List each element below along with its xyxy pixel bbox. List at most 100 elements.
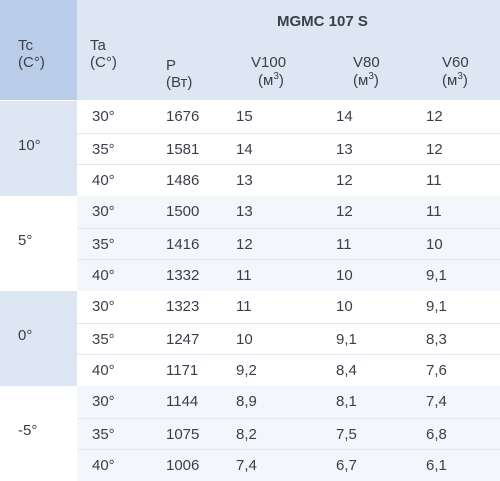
v100-cell: 13 <box>236 172 253 190</box>
tc-value: 10° <box>18 137 41 154</box>
ta-cell: 40° <box>92 362 115 380</box>
v60-cell: 7,4 <box>426 393 447 410</box>
v60-cell: 10 <box>426 235 443 253</box>
tc-value: 5° <box>18 232 33 249</box>
power-cell: 1323 <box>166 298 200 315</box>
p-header-label: P <box>166 57 177 74</box>
tc-cell: 0° <box>0 291 77 386</box>
ta-cell: 30° <box>92 393 115 410</box>
power-cell: 1676 <box>166 108 200 125</box>
tc-cell: 5° <box>0 196 77 291</box>
table-row: 35° 1247 10 9,1 8,3 <box>77 322 500 355</box>
power-cell: 1247 <box>166 330 200 348</box>
v80-cell: 7,5 <box>336 425 357 443</box>
tc-header-unit: (C°) <box>18 54 45 71</box>
v100-cell: 9,2 <box>236 362 257 380</box>
power-cell: 1332 <box>166 267 200 285</box>
v60-cell: 12 <box>426 140 443 158</box>
table-row: 30° 1500 13 12 11 <box>77 196 500 227</box>
table-row: 30° 1323 11 10 9,1 <box>77 291 500 322</box>
v80-cell: 8,1 <box>336 393 357 410</box>
tc-value: -5° <box>18 422 38 439</box>
v100-cell: 8,9 <box>236 393 257 410</box>
ta-cell: 35° <box>92 140 115 158</box>
v80-cell: 8,4 <box>336 362 357 380</box>
power-cell: 1075 <box>166 425 200 443</box>
v100-cell: 13 <box>236 203 253 220</box>
v80-cell: 11 <box>336 235 352 253</box>
p-header-unit: (Вт) <box>166 74 193 91</box>
tc-group: 0° 30° 1323 11 10 9,1 35° 1247 10 9,1 8,3 40° 1171 9,… <box>0 291 500 386</box>
table-row: 40° 1332 11 10 9,1 <box>77 259 500 291</box>
v80-cell: 13 <box>336 140 353 158</box>
v80-header-label: V80 <box>353 54 380 71</box>
power-cell: 1500 <box>166 203 200 220</box>
v100-cell: 10 <box>236 330 253 348</box>
ta-cell: 40° <box>92 172 115 190</box>
tc-value: 0° <box>18 327 33 344</box>
v100-cell: 7,4 <box>236 457 257 475</box>
tc-cell: 10° <box>0 101 77 196</box>
ta-cell: 40° <box>92 457 115 475</box>
table-row: 30° 1144 8,9 8,1 7,4 <box>77 386 500 417</box>
v80-cell: 12 <box>336 203 353 220</box>
v80-cell: 9,1 <box>336 330 357 348</box>
ta-cell: 30° <box>92 203 115 220</box>
v60-cell: 9,1 <box>426 298 447 315</box>
v100-header-label: V100 <box>251 54 287 71</box>
v100-cell: 12 <box>236 235 253 253</box>
v80-cell: 14 <box>336 108 353 125</box>
table-header: Ta (C°) MGMC 107 S P (Вт) V100 (м3) V80 … <box>77 0 500 100</box>
v60-header-label: V60 <box>442 54 469 71</box>
v80-cell: 10 <box>336 267 353 285</box>
tc-header-cell: Tc (C°) <box>0 0 77 100</box>
v80-header-unit: (м3) <box>353 71 379 90</box>
table-row: 40° 1006 7,4 6,7 6,1 <box>77 449 500 481</box>
power-cell: 1486 <box>166 172 200 190</box>
v80-cell: 6,7 <box>336 457 357 475</box>
v60-cell: 6,1 <box>426 457 447 475</box>
v100-header-unit: (м3) <box>258 71 284 90</box>
tc-cell: -5° <box>0 386 77 481</box>
power-cell: 1144 <box>166 393 199 410</box>
power-cell: 1171 <box>166 362 199 380</box>
tc-group: 10° 30° 1676 15 14 12 35° 1581 14 13 12 40° 1486 13 12… <box>0 101 500 196</box>
v80-cell: 10 <box>336 298 353 315</box>
ta-header-unit: (C°) <box>90 54 117 71</box>
ta-cell: 30° <box>92 108 115 125</box>
v60-cell: 9,1 <box>426 267 447 285</box>
tc-group: -5° 30° 1144 8,9 8,1 7,4 35° 1075 8,2 7,5 6,8 40° 10… <box>0 386 500 481</box>
v60-cell: 11 <box>426 203 442 220</box>
ta-header-label: Ta <box>90 37 106 54</box>
ta-cell: 35° <box>92 330 115 348</box>
power-cell: 1006 <box>166 457 200 475</box>
v60-cell: 7,6 <box>426 362 447 380</box>
ta-cell: 40° <box>92 267 115 285</box>
table-row: 30° 1676 15 14 12 <box>77 101 500 132</box>
v60-header-unit: (м3) <box>442 71 468 90</box>
v60-cell: 12 <box>426 108 443 125</box>
v100-cell: 11 <box>236 298 252 315</box>
v100-cell: 11 <box>236 267 252 285</box>
ta-cell: 35° <box>92 235 115 253</box>
v100-cell: 14 <box>236 140 253 158</box>
table-row: 35° 1581 14 13 12 <box>77 132 500 165</box>
v80-cell: 12 <box>336 172 353 190</box>
v60-cell: 8,3 <box>426 330 447 348</box>
power-cell: 1581 <box>166 140 200 158</box>
model-title: MGMC 107 S <box>277 13 368 30</box>
table-row: 40° 1171 9,2 8,4 7,6 <box>77 354 500 386</box>
table-row: 35° 1075 8,2 7,5 6,8 <box>77 417 500 450</box>
v100-cell: 15 <box>236 108 253 125</box>
v60-cell: 6,8 <box>426 425 447 443</box>
power-cell: 1416 <box>166 235 200 253</box>
table-row: 40° 1486 13 12 11 <box>77 164 500 196</box>
table-row: 35° 1416 12 11 10 <box>77 227 500 260</box>
tc-header-label: Tc <box>18 37 33 54</box>
v60-cell: 11 <box>426 172 442 190</box>
tc-group: 5° 30° 1500 13 12 11 35° 1416 12 11 10 40° 1332 11 10 9… <box>0 196 500 291</box>
ta-cell: 30° <box>92 298 115 315</box>
v100-cell: 8,2 <box>236 425 257 443</box>
ta-cell: 35° <box>92 425 115 443</box>
